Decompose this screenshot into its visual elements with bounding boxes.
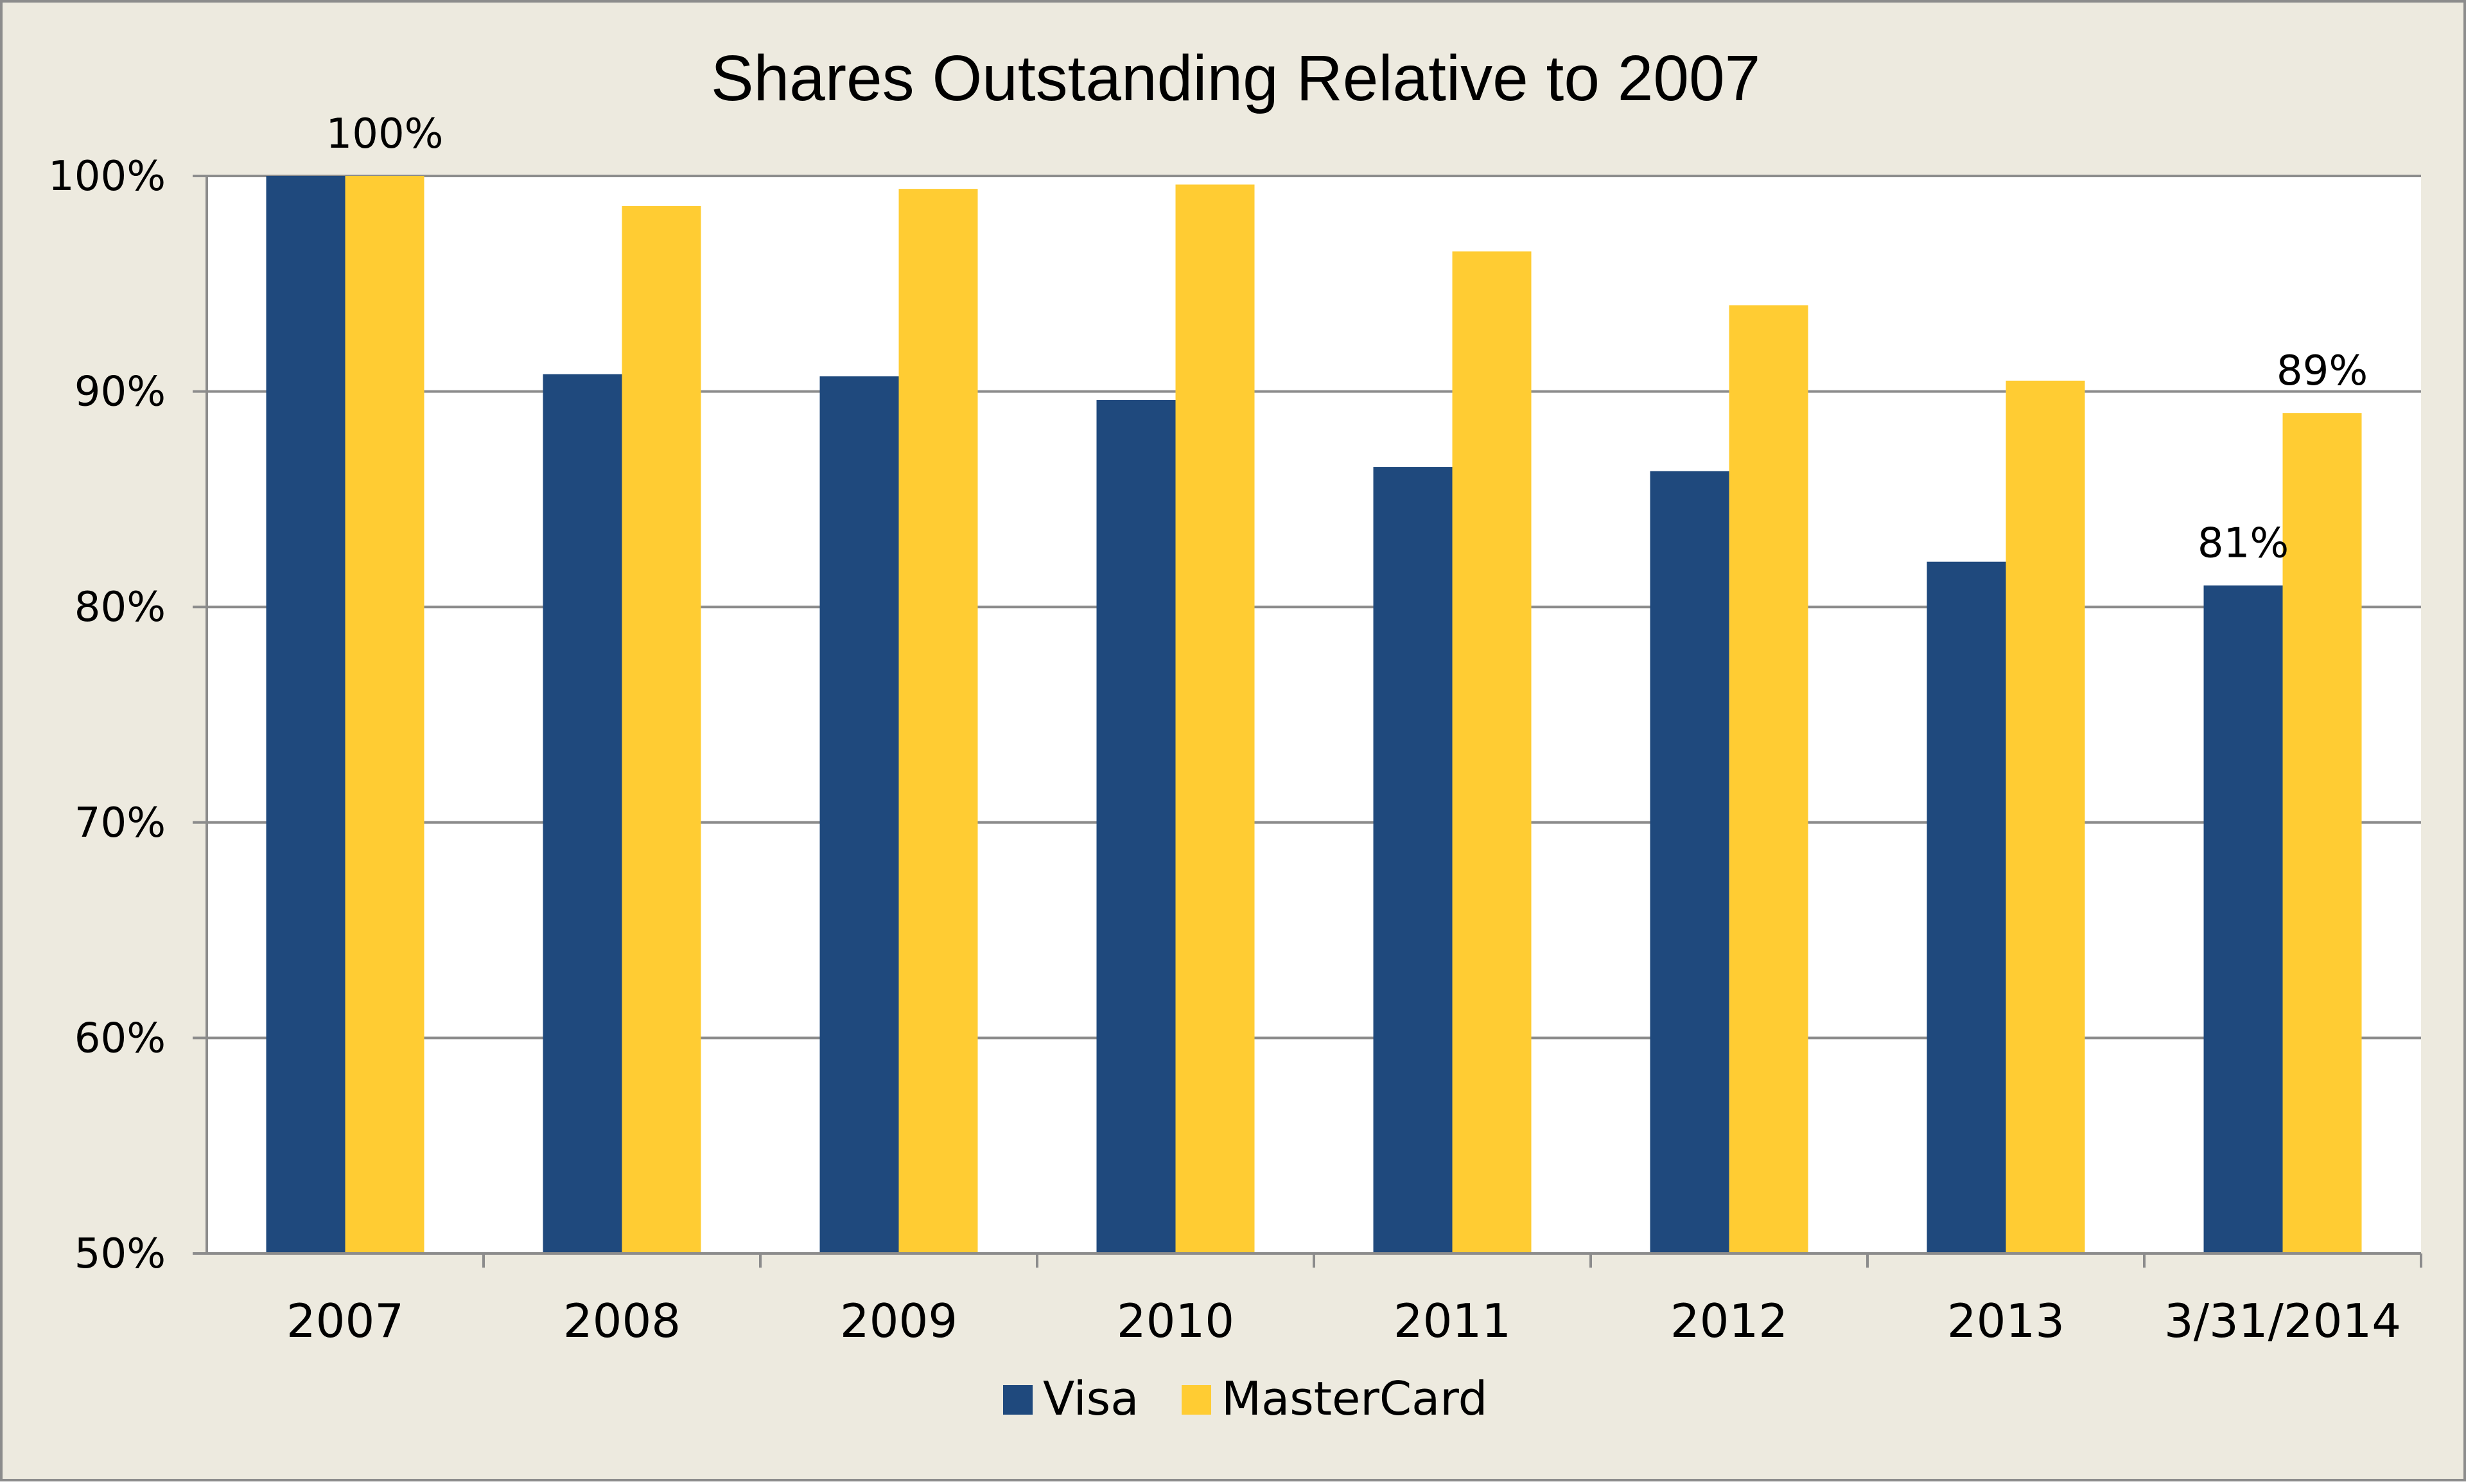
legend-label-visa: Visa — [1043, 1372, 1139, 1426]
legend-swatch-visa — [1003, 1385, 1033, 1415]
x-category-label: 2012 — [1670, 1294, 1788, 1348]
bar-mastercard-2010 — [1175, 184, 1255, 1253]
legend-swatch-mastercard — [1182, 1385, 1211, 1415]
bar-visa-2013 — [1927, 561, 2006, 1253]
legend-label-mastercard: MasterCard — [1221, 1372, 1487, 1426]
x-category-label: 2007 — [286, 1294, 404, 1348]
bar-mastercard-3-31-2014 — [2282, 413, 2362, 1254]
bar-visa-2009 — [819, 376, 899, 1254]
bar-visa-2008 — [543, 374, 622, 1254]
y-tick-label: 100% — [48, 153, 166, 200]
bar-mastercard-2013 — [2006, 380, 2085, 1253]
data-labels: 100% 81% 89% — [326, 110, 2368, 568]
y-tick-label: 70% — [74, 799, 166, 847]
bar-visa-3-31-2014 — [2203, 585, 2283, 1253]
bar-mastercard-2012 — [1729, 305, 1808, 1253]
bar-visa-2011 — [1373, 467, 1453, 1253]
data-label: 100% — [326, 110, 444, 158]
x-category-label: 2009 — [840, 1294, 958, 1348]
plot-area — [207, 176, 2421, 1253]
bar-mastercard-2008 — [622, 205, 701, 1253]
x-category-label: 2011 — [1394, 1294, 1511, 1348]
y-tick-label: 50% — [74, 1230, 166, 1278]
x-category-labels: 2007 2008 2009 2010 2011 2012 2013 3/31/2014 — [286, 1294, 2401, 1348]
x-category-label: 2010 — [1117, 1294, 1234, 1348]
bar-mastercard-2009 — [898, 189, 978, 1253]
bar-mastercard-2011 — [1452, 251, 1532, 1254]
y-tick-label: 90% — [74, 369, 166, 416]
bar-visa-2012 — [1650, 471, 1729, 1253]
x-category-label: 2008 — [563, 1294, 681, 1348]
axes — [193, 175, 2422, 1268]
y-tick-labels: 50% 60% 70% 80% 90% 100% — [48, 153, 166, 1278]
bar-chart: 50% 60% 70% 80% 90% 100% 2007 2008 2009 2010 2011… — [48, 42, 2422, 1426]
data-label: 89% — [2277, 347, 2368, 395]
bars — [266, 176, 2362, 1254]
bar-visa-2010 — [1096, 400, 1176, 1254]
data-label: 81% — [2198, 520, 2289, 568]
x-category-label: 3/31/2014 — [2164, 1294, 2401, 1348]
y-tick-label: 80% — [74, 584, 166, 631]
x-category-label: 2013 — [1947, 1294, 2065, 1348]
y-tick-label: 60% — [74, 1015, 166, 1062]
bar-visa-2007 — [266, 176, 345, 1253]
bar-mastercard-2007 — [345, 176, 424, 1253]
chart-title: Shares Outstanding Relative to 2007 — [711, 42, 1760, 114]
legend: Visa MasterCard — [1003, 1372, 1487, 1426]
